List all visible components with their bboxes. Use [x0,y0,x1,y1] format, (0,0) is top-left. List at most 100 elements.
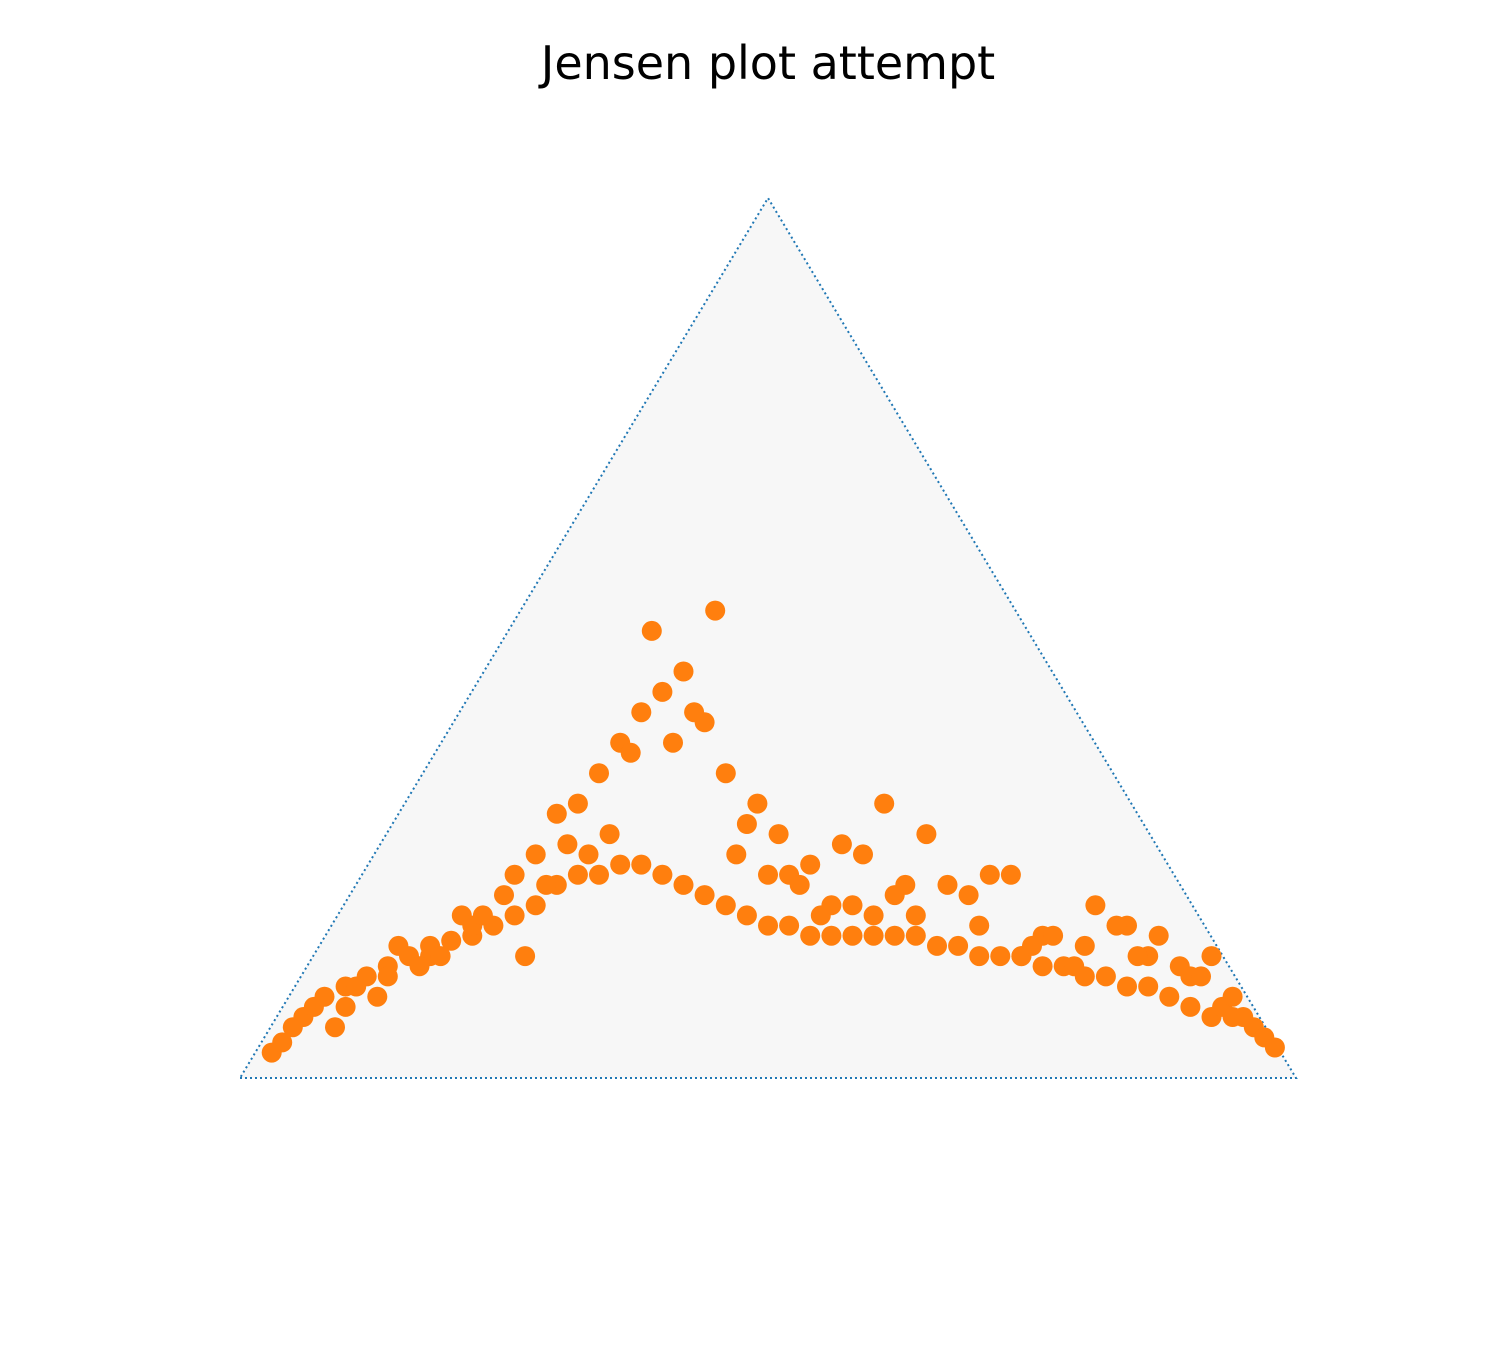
scatter-point [409,956,430,977]
scatter-point [441,930,462,951]
scatter-point [842,925,863,946]
scatter-point [335,996,356,1017]
scatter-point [652,864,673,885]
scatter-point [800,925,821,946]
scatter-point [388,935,409,956]
scatter-point [578,844,599,865]
scatter-point [557,834,578,855]
scatter-point [536,874,557,895]
scatter-point [1180,996,1201,1017]
scatter-point [969,915,990,936]
scatter-point [525,895,546,916]
scatter-point [1064,956,1085,977]
scatter-point [1127,946,1148,967]
scatter-point [979,864,1000,885]
scatter-point [631,702,652,723]
scatter-point [610,854,631,875]
scatter-point [504,905,525,926]
scatter-point [515,946,536,967]
scatter-point [758,864,778,885]
scatter-point [599,824,620,845]
scatter-point [652,681,673,702]
scatter-point [884,925,905,946]
scatter-point [641,620,662,641]
scatter-point [663,732,683,753]
scatter-point [1148,925,1169,946]
scatter-point [589,864,609,885]
scatter-point [916,824,937,845]
scatter-point [831,834,852,855]
scatter-point [525,844,546,865]
scatter-point [874,793,895,814]
scatter-point [1233,1007,1254,1027]
scatter-point [504,864,525,885]
scatter-point [631,854,652,875]
scatter-point [272,1032,293,1053]
scatter-point [863,925,884,946]
scatter-point [1106,915,1127,936]
scatter-point [567,864,588,885]
scatter-point [1191,966,1211,987]
scatter-point [1159,986,1180,1007]
scatter-point [726,844,747,865]
scatter-point [673,661,694,682]
scatter-point [958,885,979,906]
scatter-point [1201,946,1222,967]
scatter-point [1043,925,1064,946]
scatter-point [377,966,398,987]
scatter-point [494,885,514,906]
scatter-point [821,925,842,946]
scatter-point [736,905,757,926]
scatter-point [1222,986,1243,1007]
scatter-point [567,793,588,814]
scatter-point [1264,1037,1285,1058]
ternary-frame [238,196,1298,1079]
scatter-point [325,1017,345,1038]
scatter-point [1138,976,1159,997]
scatter-point [684,702,705,723]
scatter-point [768,824,789,845]
scatter-point [758,915,778,936]
scatter-point [948,935,969,956]
scatter-point [937,874,958,895]
scatter-point [705,600,726,621]
scatter-point [451,905,472,926]
scatter-point [800,854,821,875]
scatter-point [842,895,863,916]
scatter-point [673,874,694,895]
ternary-background [240,198,1296,1078]
scatter-point [1000,864,1021,885]
scatter-point [969,946,990,967]
scatter-point [779,915,800,936]
scatter-point [1074,935,1095,956]
scatter-point [346,976,367,997]
scatter-point [1095,966,1116,987]
scatter-point [314,986,335,1007]
scatter-point [472,905,493,926]
chart-title: Jensen plot attempt [540,36,996,90]
scatter-point [863,905,884,926]
scatter-point [927,935,947,956]
scatter-point [715,763,736,784]
scatter-point [736,814,757,834]
scatter-point [1117,976,1137,997]
scatter-point [589,763,609,784]
scatter-points [261,600,1285,1063]
scatter-point [895,874,916,895]
scatter-point [546,803,567,824]
scatter-point [1169,956,1190,977]
scatter-point [905,905,926,926]
scatter-point [747,793,768,814]
scatter-point [430,946,451,967]
scatter-point [694,885,715,906]
scatter-point [620,742,641,763]
scatter-point [1032,956,1053,977]
scatter-point [990,946,1011,967]
scatter-point [367,986,388,1007]
scatter-point [1022,935,1042,956]
scatter-point [905,925,926,946]
scatter-point [789,874,810,895]
scatter-point [1085,895,1106,916]
scatter-point [810,905,831,926]
